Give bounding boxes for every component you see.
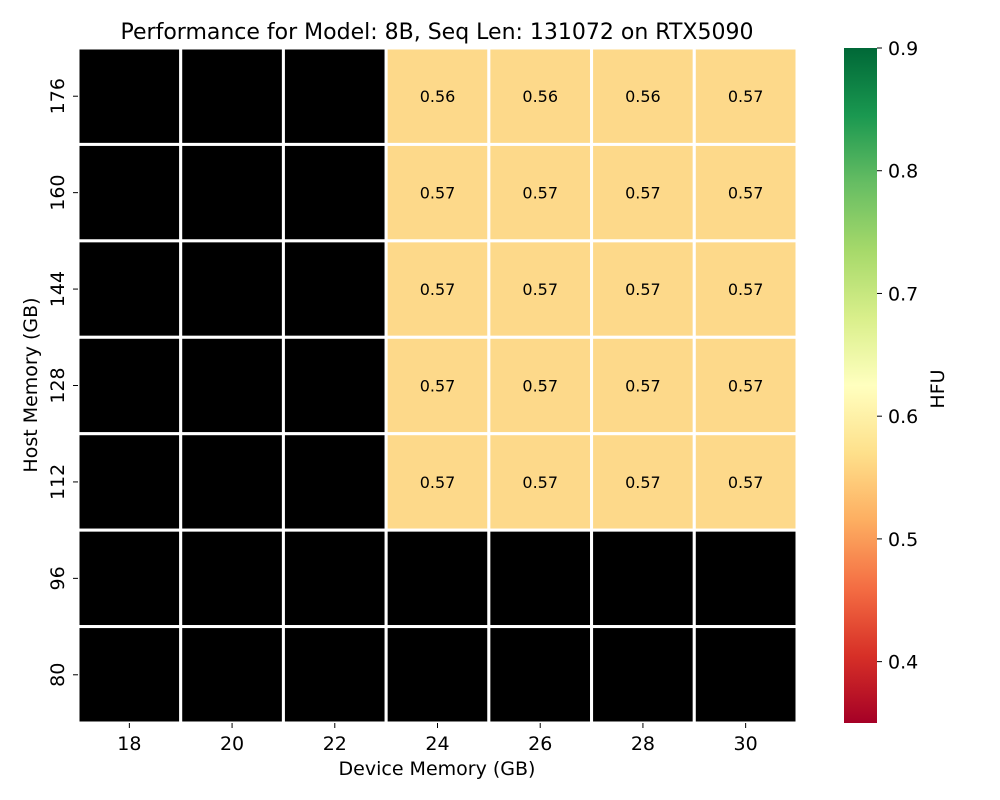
cell-value-label: 0.57 [522,377,558,396]
x-axis-label: Device Memory (GB) [339,758,536,780]
colorbar-tick-label: 0.6 [888,406,918,428]
heatmap-cell [179,239,285,339]
x-axis-ticks: 18 20 22 24 26 28 30 [117,723,758,755]
heatmap-cell [76,239,183,339]
cell-value-label: 0.56 [420,87,456,106]
x-tick-label: 30 [734,733,758,755]
colorbar-tick-label: 0.5 [888,529,918,551]
heatmap-cell [590,528,696,629]
colorbar-tick-label: 0.8 [888,161,918,183]
heatmap-cell [179,46,285,146]
heatmap-cell [281,528,388,629]
heatmap-cell [179,432,285,532]
heatmap-cell [692,625,799,725]
x-tick-label: 22 [323,733,347,755]
cell-value-label: 0.57 [522,184,558,203]
heatmap-cell [76,142,183,243]
cell-value-label: 0.57 [420,473,456,492]
heatmap-cell [590,239,696,339]
y-tick-label: 160 [47,175,69,211]
cell-value-label: 0.57 [728,473,764,492]
y-tick-label: 176 [47,78,69,114]
cell-value-label: 0.57 [728,184,764,203]
heatmap-cell [281,335,388,436]
chart-title: Performance for Model: 8B, Seq Len: 1310… [121,20,754,45]
heatmap-cell [590,335,696,436]
heatmap-cell [76,528,183,629]
cell-value-label: 0.56 [522,87,558,106]
heatmap-cell [487,239,594,339]
cell-value-label: 0.57 [420,377,456,396]
x-tick-label: 20 [220,733,244,755]
x-tick-label: 26 [528,733,552,755]
y-tick-label: 112 [47,464,69,500]
y-axis-label: Host Memory (GB) [20,297,42,472]
y-tick-label: 144 [47,271,69,307]
heatmap-cell [692,528,799,629]
heatmap-cell [76,335,183,436]
heatmap-cell [384,528,491,629]
heatmap-cell [76,432,183,532]
heatmap-cell [487,528,594,629]
y-axis-ticks: 176 160 144 128 112 96 80 [47,78,78,687]
heatmap-cell [179,335,285,436]
heatmap-cell [76,625,183,725]
cell-value-label: 0.56 [625,87,661,106]
cell-value-label: 0.57 [522,473,558,492]
cell-value-label: 0.57 [625,377,661,396]
heatmap-cell [179,142,285,243]
x-tick-label: 24 [425,733,449,755]
heatmap-cell [590,625,696,725]
cell-value-label: 0.57 [728,377,764,396]
heatmap-cell [487,625,594,725]
x-tick-label: 18 [117,733,141,755]
colorbar-tick-label: 0.9 [888,38,918,60]
y-tick-label: 128 [47,367,69,403]
colorbar-tick-label: 0.7 [888,283,918,305]
colorbar-ticks: 0.4 0.5 0.6 0.7 0.8 0.9 [877,38,918,674]
colorbar-tick-label: 0.4 [888,652,918,674]
y-tick-label: 96 [47,566,69,590]
cell-value-label: 0.57 [728,280,764,299]
heatmap-cell [692,142,799,243]
cell-value-label: 0.57 [728,87,764,106]
cell-value-label: 0.57 [420,184,456,203]
cell-value-label: 0.57 [625,280,661,299]
cell-value-label: 0.57 [420,280,456,299]
heatmap-cell [590,46,696,146]
colorbar [844,48,877,723]
heatmap-cell [179,625,285,725]
heatmap-cell [692,239,799,339]
heatmap-cell [281,239,388,339]
cell-value-label: 0.57 [625,184,661,203]
y-tick-label: 80 [47,663,69,687]
cell-value-label: 0.57 [522,280,558,299]
cell-value-label: 0.57 [625,473,661,492]
heatmap-cells [76,46,799,725]
heatmap-cell [281,46,388,146]
heatmap-cell [76,46,183,146]
heatmap-cell-labels: 0.56 0.56 0.56 0.57 0.57 0.57 0.57 0.57 0.57 0.57… [420,87,764,492]
heatmap-cell [281,432,388,532]
heatmap-cell [281,142,388,243]
heatmap-cell [281,625,388,725]
x-tick-label: 28 [631,733,655,755]
heatmap-cell [487,142,594,243]
heatmap-cell [179,528,285,629]
heatmap-cell [384,625,491,725]
colorbar-label: HFU [927,369,949,408]
